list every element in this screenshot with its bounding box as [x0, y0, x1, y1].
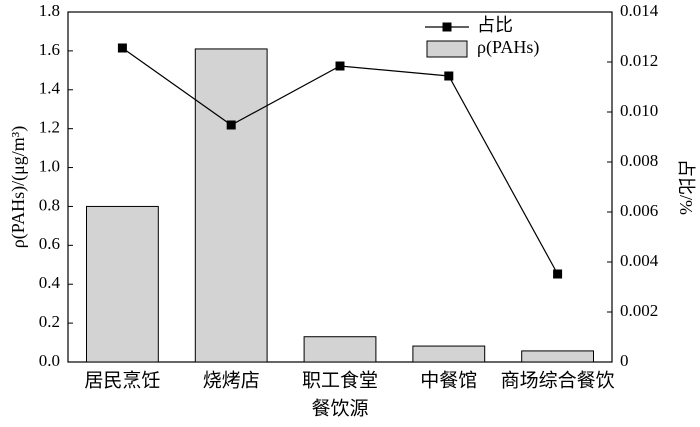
line-marker [444, 71, 454, 81]
y2-tick-label: 0.014 [620, 1, 659, 20]
y2-tick-label: 0 [620, 351, 629, 370]
bar [194, 48, 268, 363]
x-tick-label: 职工食堂 [302, 369, 378, 391]
legend-label: 占比 [477, 15, 513, 35]
bar [521, 350, 595, 363]
x-tick-label: 商场综合餐饮 [501, 369, 615, 391]
line-marker [117, 43, 127, 53]
y2-tick-label: 0.004 [620, 251, 659, 270]
x-tick-label: 中餐馆 [420, 369, 477, 391]
y-tick-label: 0.2 [39, 312, 60, 331]
bar [303, 336, 377, 363]
x-tick-label: 烧烤店 [203, 369, 260, 391]
bar [85, 205, 159, 363]
y2-tick-label: 0.002 [620, 301, 658, 320]
y2-axis-label: 占比/% [676, 159, 696, 215]
y-tick-label: 1.6 [39, 40, 60, 59]
legend-swatch [426, 40, 468, 58]
y2-tick-label: 0.012 [620, 51, 658, 70]
y-tick-label: 1.2 [39, 118, 60, 137]
y-tick-label: 0.0 [39, 351, 60, 370]
line-marker [226, 120, 236, 130]
bar [412, 345, 486, 363]
y-axis-label: ρ(PAHs)/(μg/m³) [8, 126, 29, 248]
y2-tick-label: 0.006 [620, 201, 658, 220]
y2-tick-label: 0.008 [620, 151, 658, 170]
legend-marker [442, 22, 452, 32]
legend-label: ρ(PAHs) [477, 37, 539, 58]
line-marker [335, 61, 345, 71]
y-tick-label: 1.0 [39, 156, 60, 175]
x-axis-label: 餐饮源 [311, 397, 368, 419]
line-marker [553, 269, 563, 279]
y-tick-label: 0.8 [39, 195, 60, 214]
y-tick-label: 1.4 [39, 79, 61, 98]
y-tick-label: 0.6 [39, 234, 60, 253]
line [122, 47, 559, 275]
y-tick-label: 1.8 [39, 1, 60, 20]
y2-tick-label: 0.010 [620, 101, 658, 120]
x-tick-label: 居民烹饪 [84, 369, 160, 391]
y-tick-label: 0.4 [39, 273, 61, 292]
